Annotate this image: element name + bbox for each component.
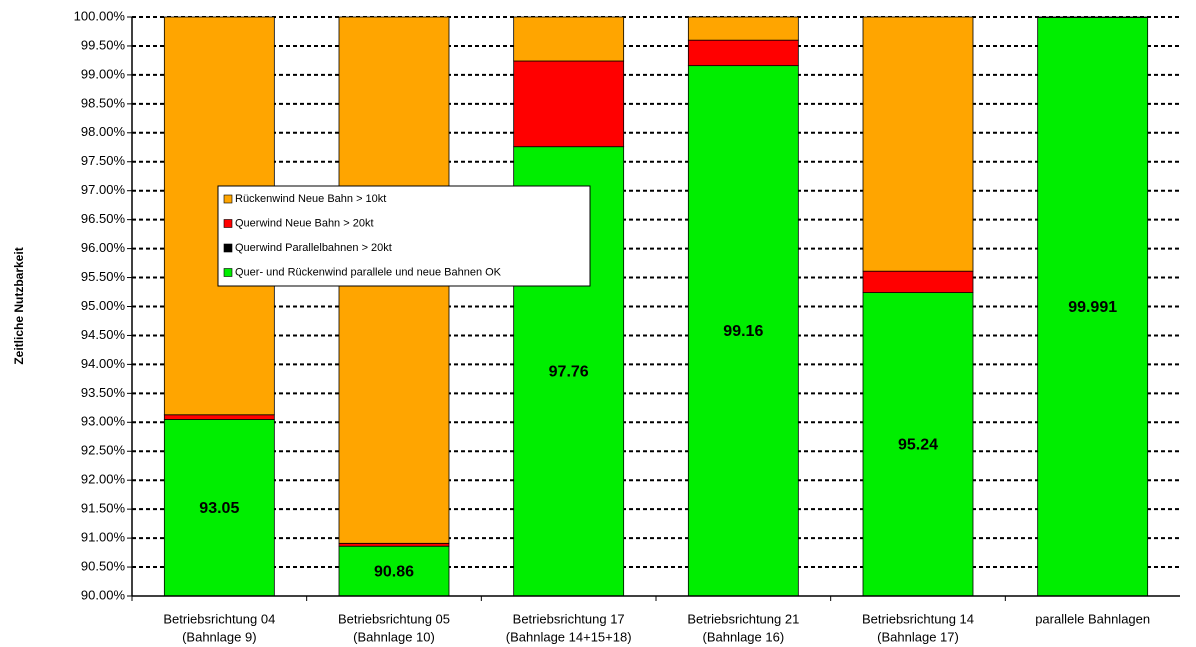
data-label: 97.76: [549, 364, 589, 381]
bar-segment: [1037, 16, 1149, 18]
x-tick-label: Betriebsrichtung 04: [163, 611, 275, 626]
y-tick-label: 90.00%: [81, 587, 126, 602]
x-tick-label: (Bahnlage 10): [353, 629, 435, 644]
data-label: 93.05: [199, 500, 239, 517]
bar-segment: [338, 542, 450, 547]
y-tick-label: 96.00%: [81, 240, 126, 255]
y-tick-label: 93.00%: [81, 414, 126, 429]
x-tick-label: (Bahnlage 17): [877, 629, 959, 644]
x-tick-label: Betriebsrichtung 05: [338, 611, 450, 626]
bar-segment: [338, 545, 450, 597]
legend-label: Querwind Neue Bahn > 20kt: [235, 217, 374, 229]
y-tick-label: 99.50%: [81, 37, 126, 52]
y-tick-label: 95.50%: [81, 269, 126, 284]
y-tick-label: 92.50%: [81, 443, 126, 458]
x-tick-label: (Bahnlage 14+15+18): [506, 629, 632, 644]
legend-swatch: [223, 219, 233, 228]
legend-box: [217, 185, 591, 287]
y-tick-label: 96.50%: [81, 211, 126, 226]
y-tick-label: 97.00%: [81, 182, 126, 197]
legend-swatch: [223, 243, 233, 253]
data-label: 99.991: [1068, 299, 1117, 316]
bar-segment: [163, 419, 275, 597]
bar-segment: [862, 16, 974, 272]
legend-label: Querwind Parallelbahnen > 20kt: [235, 242, 392, 254]
data-label: 95.24: [898, 437, 938, 454]
bar-segment: [513, 60, 625, 148]
y-tick-label: 98.50%: [81, 95, 126, 110]
y-tick-label: 93.50%: [81, 385, 126, 400]
legend-swatch: [223, 268, 233, 277]
x-tick-label: Betriebsrichtung 14: [862, 611, 974, 626]
bar-segment: [687, 65, 799, 597]
bar-segment: [687, 39, 799, 67]
data-label: 90.86: [374, 563, 414, 580]
legend-swatch: [223, 194, 233, 204]
x-tick-label: Betriebsrichtung 21: [687, 611, 799, 626]
y-tick-label: 99.00%: [81, 66, 126, 81]
bar-segment: [862, 270, 974, 294]
legend-label: Quer- und Rückenwind parallele und neue …: [235, 266, 502, 278]
y-axis-label: Zeitliche Nutzbarkeit: [12, 247, 26, 364]
y-tick-label: 95.00%: [81, 298, 126, 313]
bar-segment: [513, 16, 625, 62]
y-tick-label: 100.00%: [74, 8, 126, 23]
bar-segment: [163, 414, 275, 420]
x-tick-label: (Bahnlage 16): [702, 629, 784, 644]
x-tick-label: (Bahnlage 9): [182, 629, 256, 644]
y-tick-label: 94.00%: [81, 356, 126, 371]
y-tick-label: 98.00%: [81, 124, 126, 139]
y-tick-label: 91.00%: [81, 530, 126, 545]
x-tick-label: Betriebsrichtung 17: [513, 611, 625, 626]
x-tick-label: parallele Bahnlagen: [1035, 611, 1150, 626]
y-tick-label: 92.00%: [81, 472, 126, 487]
y-tick-label: 94.50%: [81, 327, 126, 342]
y-tick-label: 90.50%: [81, 558, 126, 573]
y-tick-label: 91.50%: [81, 501, 126, 516]
legend-label: Rückenwind Neue Bahn > 10kt: [235, 193, 386, 205]
bar-segment: [862, 292, 974, 597]
y-tick-label: 97.50%: [81, 153, 126, 168]
bar-segment: [687, 16, 799, 41]
data-label: 99.16: [723, 323, 763, 340]
